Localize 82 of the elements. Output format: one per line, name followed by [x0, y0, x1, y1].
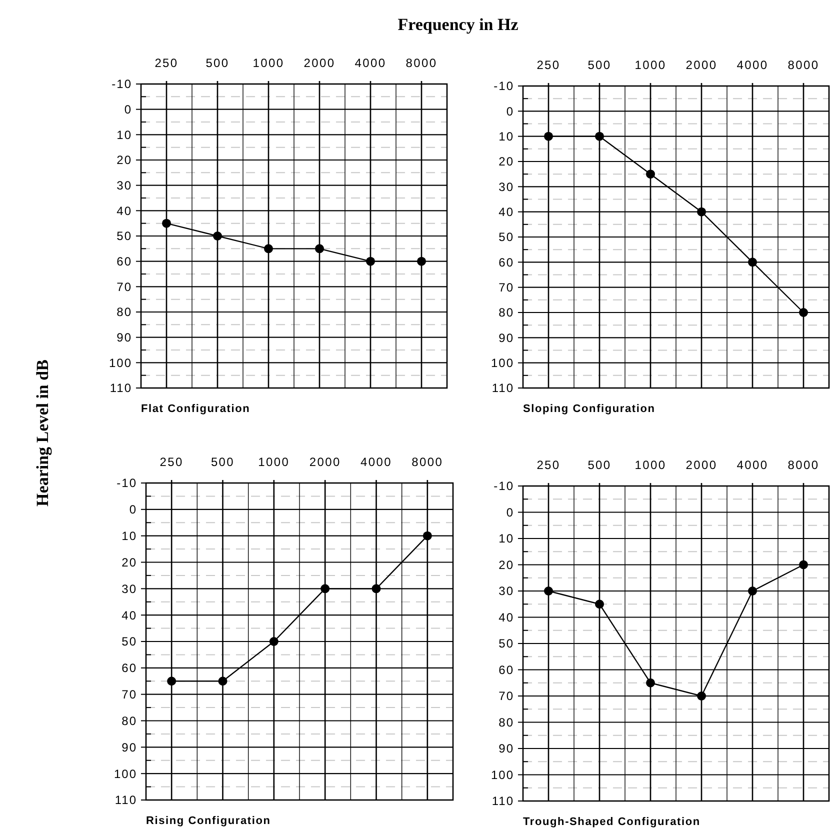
x-tick-label: 500: [588, 458, 612, 472]
y-tick-label: 0: [506, 505, 514, 520]
y-tick-label: 10: [498, 130, 514, 144]
text: Rising Configuration: [146, 815, 271, 827]
x-tick-label: 8000: [412, 455, 444, 469]
y-tick-label: 0: [124, 102, 132, 117]
x-tick-label: 8000: [788, 58, 820, 72]
text: Flat Configuration: [141, 403, 250, 415]
y-tick-label: -10: [112, 77, 132, 92]
x-tick-label: 500: [588, 58, 612, 72]
y-tick-label: 50: [122, 634, 137, 649]
text: Trough-Shaped Configuration: [523, 816, 700, 828]
y-tick-label: 30: [116, 178, 132, 193]
y-tick-label: 50: [498, 230, 514, 244]
y-tick-label: 10: [116, 128, 132, 142]
x-tick-label: 250: [160, 455, 184, 469]
x-tick-label: 8000: [788, 458, 820, 472]
y-tick-label: 90: [116, 330, 132, 345]
y-tick-label: 90: [498, 742, 514, 756]
x-tick-label: 2000: [304, 56, 336, 70]
y-tick-label: 50: [498, 636, 514, 651]
x-tick-label: 2000: [686, 58, 718, 72]
y-tick-label: 0: [129, 502, 137, 517]
x-tick-label: 4000: [354, 56, 386, 70]
y-tick-label: 90: [498, 330, 514, 345]
y-tick-label: 30: [498, 584, 514, 598]
y-tick-label: 10: [498, 532, 514, 546]
y-tick-label: 100: [490, 356, 514, 370]
x-tick-label: 2000: [686, 458, 718, 472]
y-tick-label: 10: [122, 529, 137, 544]
x-tick-label: 1000: [634, 458, 666, 472]
x-tick-label: 500: [206, 56, 230, 70]
y-tick-label: 30: [122, 582, 137, 596]
y-tick-label: 0: [506, 104, 514, 118]
x-tick-label: 4000: [736, 58, 768, 72]
x-tick-label: 250: [536, 58, 560, 72]
y-tick-label: 110: [114, 793, 137, 808]
y-tick-label: 60: [122, 661, 137, 676]
y-tick-label: 20: [498, 154, 514, 169]
y-tick-label: 70: [498, 280, 514, 295]
y-tick-label: 60: [498, 255, 514, 270]
y-tick-label: 70: [498, 689, 514, 704]
y-tick-label: 40: [116, 204, 132, 218]
y-tick-label: 110: [492, 381, 514, 396]
y-tick-label: 100: [108, 356, 132, 370]
x-tick-label: 2000: [309, 455, 341, 469]
y-tick-label: 110: [492, 794, 514, 808]
y-axis-title: Hearing Level in dB: [33, 360, 52, 506]
x-tick-label: 4000: [360, 455, 392, 469]
text: Sloping Configuration: [523, 403, 656, 415]
y-tick-label: 20: [122, 555, 137, 570]
y-tick-label: 80: [122, 714, 137, 728]
y-tick-label: 100: [114, 766, 137, 781]
y-tick-label: 80: [498, 715, 514, 730]
y-tick-label: 50: [116, 229, 132, 244]
y-tick-label: 80: [498, 306, 514, 320]
y-tick-label: 20: [116, 153, 132, 168]
y-tick-label: -10: [494, 79, 514, 94]
y-tick-label: 70: [116, 280, 132, 294]
x-tick-label: 1000: [258, 455, 290, 469]
x-tick-label: 500: [210, 455, 235, 469]
y-tick-label: 100: [490, 768, 514, 782]
y-tick-label: 20: [498, 558, 514, 572]
x-tick-label: 1000: [252, 56, 284, 70]
x-axis-title: Frequency in Hz: [398, 15, 519, 34]
y-tick-label: 40: [498, 610, 514, 624]
x-tick-label: 8000: [406, 56, 438, 70]
x-tick-label: 4000: [736, 458, 768, 472]
y-tick-label: 90: [122, 740, 137, 754]
x-tick-label: 1000: [634, 58, 666, 72]
y-tick-label: 60: [116, 254, 132, 269]
y-tick-label: 40: [498, 205, 514, 220]
y-tick-label: -10: [116, 476, 137, 490]
y-tick-label: 80: [116, 305, 132, 320]
y-tick-label: -10: [494, 479, 514, 494]
y-tick-label: 70: [122, 688, 137, 702]
y-tick-label: 40: [122, 608, 137, 622]
y-tick-label: 30: [498, 180, 514, 194]
y-tick-label: 110: [110, 381, 132, 396]
x-tick-label: 250: [536, 458, 560, 472]
y-tick-label: 60: [498, 662, 514, 677]
x-tick-label: 250: [154, 56, 178, 70]
